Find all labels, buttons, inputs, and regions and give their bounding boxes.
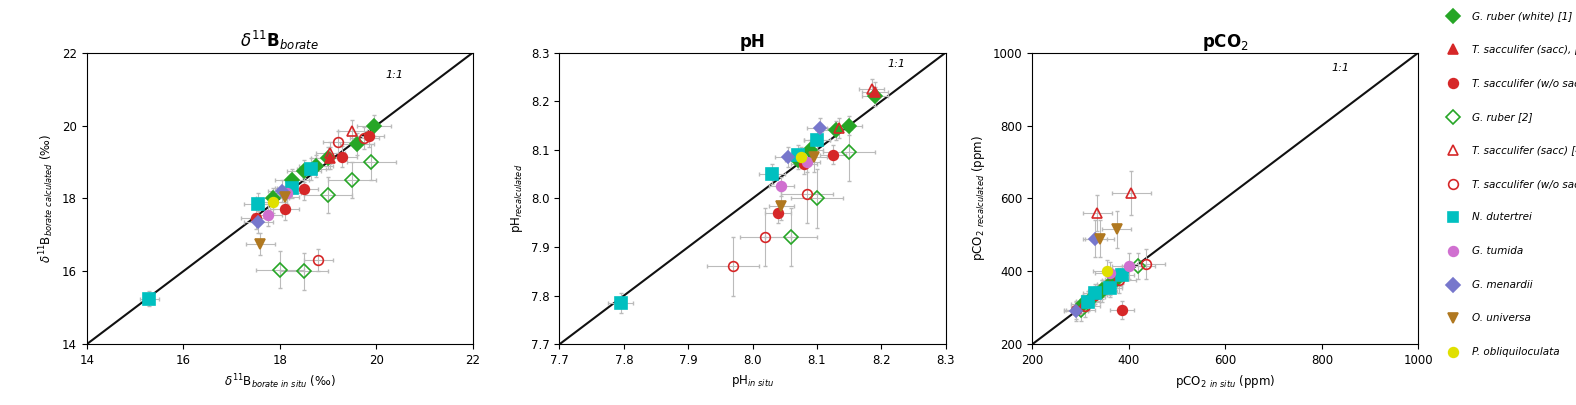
Text: O. universa: O. universa [1472, 313, 1530, 323]
Y-axis label: pH$_{recalculated}$: pH$_{recalculated}$ [509, 164, 525, 233]
Title: pCO$_2$: pCO$_2$ [1202, 32, 1248, 53]
X-axis label: pH$_{in\ situ}$: pH$_{in\ situ}$ [731, 373, 774, 388]
Y-axis label: $\delta^{11}$B$_{borate\ calculated}$ (‰): $\delta^{11}$B$_{borate\ calculated}$ (‰… [38, 134, 57, 263]
Text: T. sacculifer (sacc) [4]: T. sacculifer (sacc) [4] [1472, 145, 1576, 155]
Text: T. sacculifer (sacc), [3]: T. sacculifer (sacc), [3] [1472, 45, 1576, 54]
X-axis label: pCO$_2$ $_{in\ situ}$ (ppm): pCO$_2$ $_{in\ situ}$ (ppm) [1176, 373, 1275, 390]
X-axis label: $\delta^{11}$B$_{borate\ in\ situ}$ (‰): $\delta^{11}$B$_{borate\ in\ situ}$ (‰) [224, 373, 336, 391]
Title: $\delta^{11}$B$_{borate}$: $\delta^{11}$B$_{borate}$ [240, 29, 320, 52]
Text: G. tumida: G. tumida [1472, 246, 1522, 256]
Text: 1:1: 1:1 [1332, 63, 1349, 73]
Text: P. obliquiloculata: P. obliquiloculata [1472, 347, 1559, 357]
Y-axis label: pCO$_2$ $_{recalculated}$ (ppm): pCO$_2$ $_{recalculated}$ (ppm) [971, 135, 988, 262]
Text: G. ruber [2]: G. ruber [2] [1472, 112, 1532, 122]
Title: pH: pH [739, 33, 766, 51]
Text: 1:1: 1:1 [386, 70, 403, 80]
Text: N. dutertrei: N. dutertrei [1472, 212, 1532, 222]
Text: G. ruber (white) [1]: G. ruber (white) [1] [1472, 11, 1571, 21]
Text: 1:1: 1:1 [887, 59, 906, 69]
Text: T. sacculifer (w/o sacc) [3]: T. sacculifer (w/o sacc) [3] [1472, 78, 1576, 88]
Text: G. menardii: G. menardii [1472, 279, 1532, 290]
Text: T. sacculifer (w/o sacc) [4]: T. sacculifer (w/o sacc) [4] [1472, 179, 1576, 189]
